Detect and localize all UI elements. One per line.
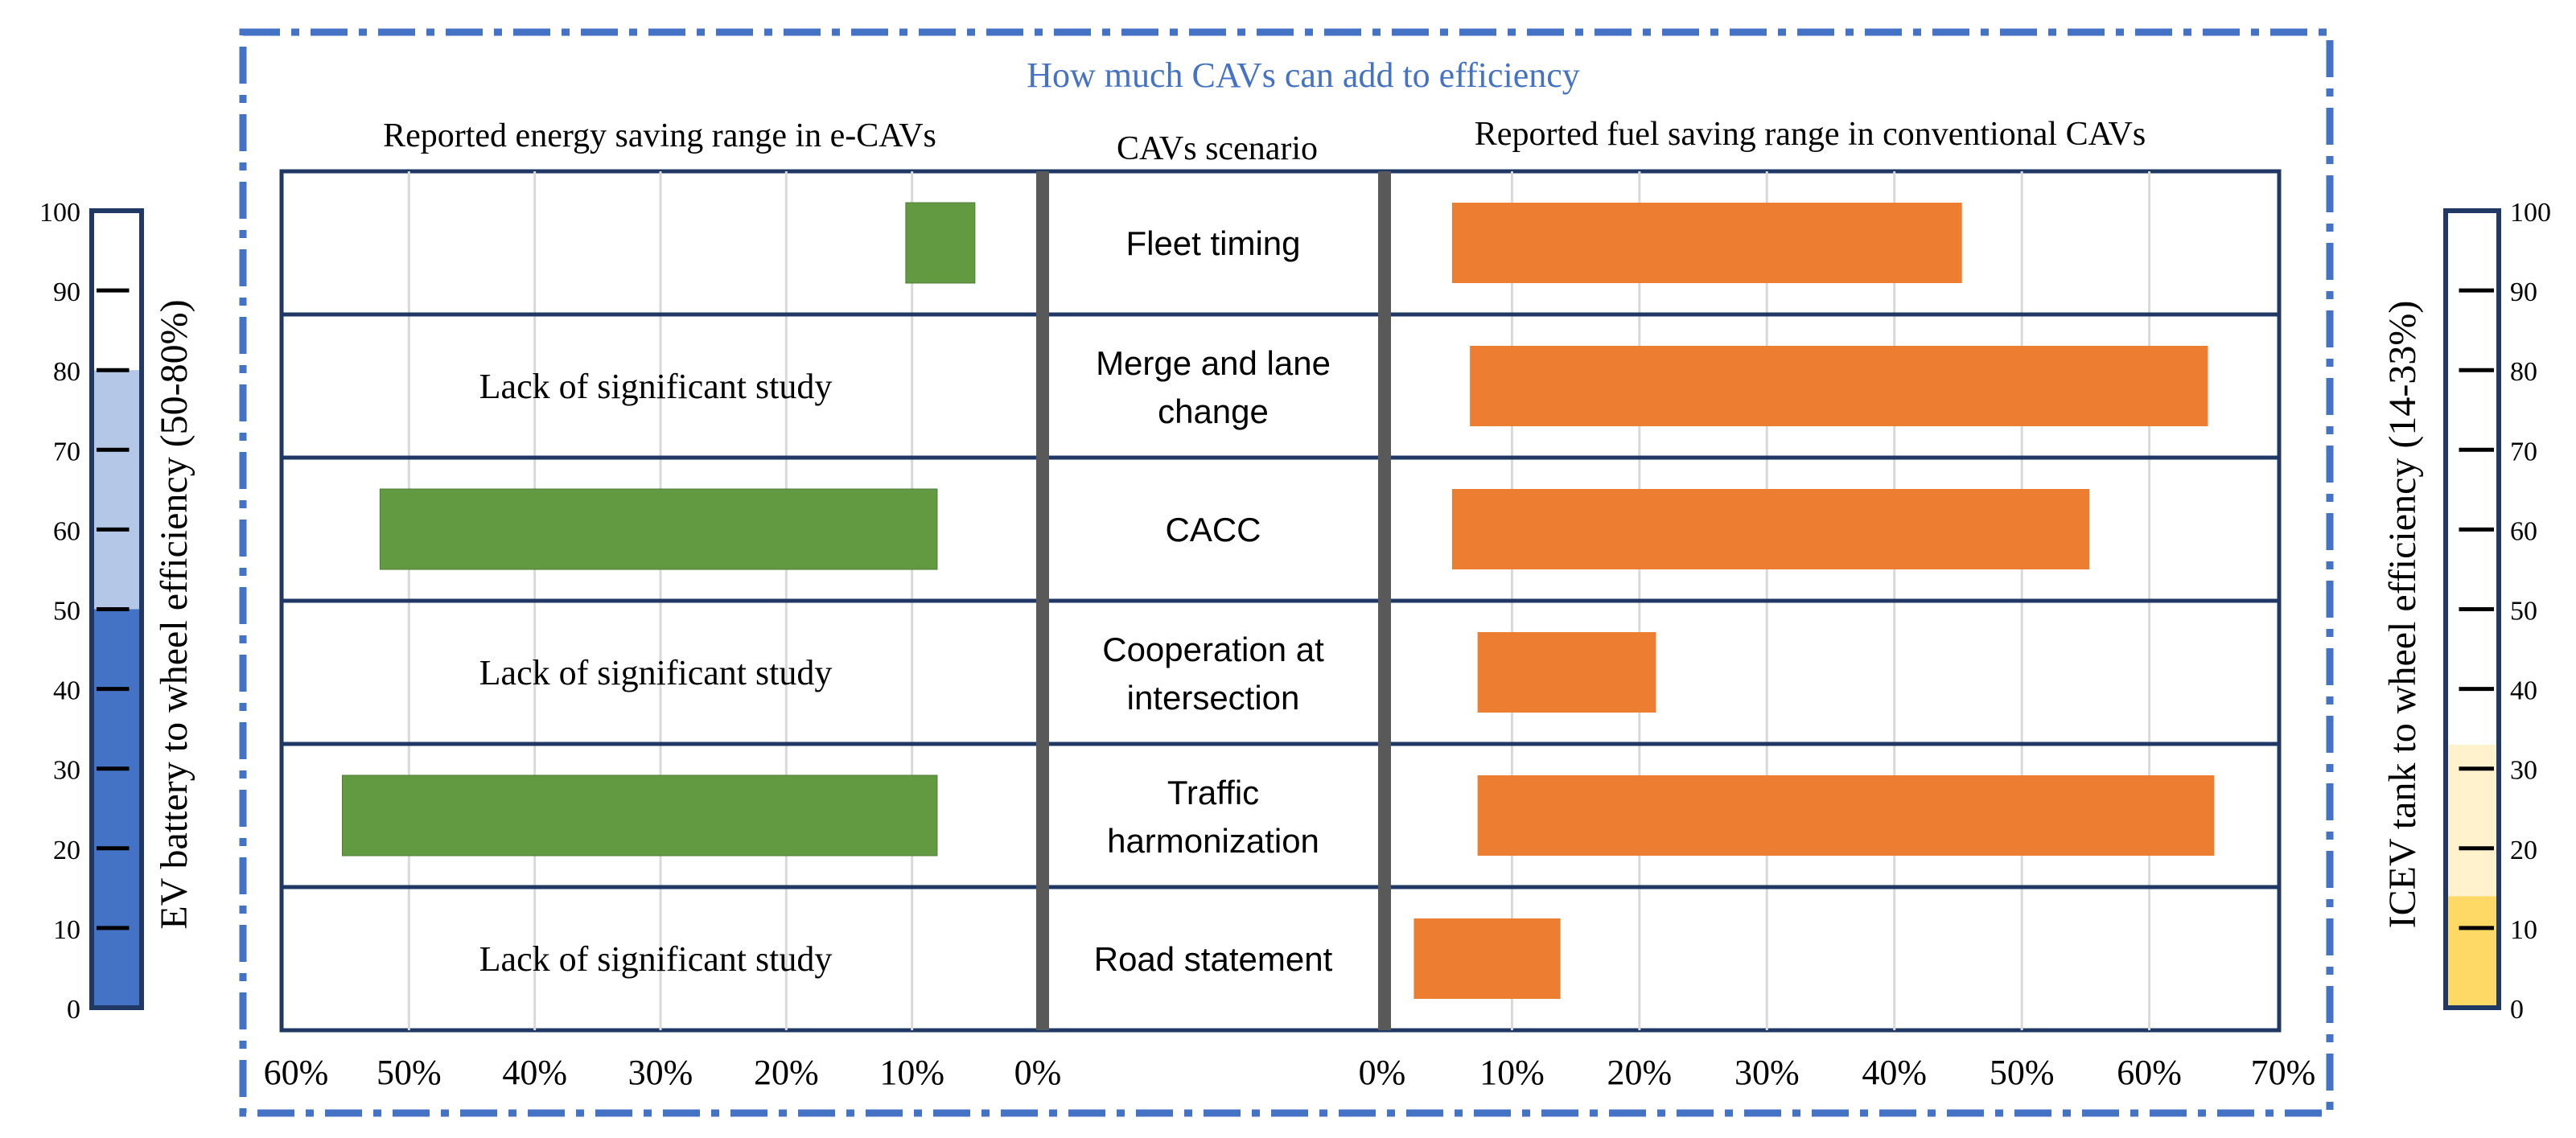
- icev-saving-bar: [1470, 346, 2208, 426]
- right-axis: 0% 10% 20% 30% 40% 50% 60% 70%: [1359, 1053, 2316, 1092]
- scenario-label: Merge and lane change: [1096, 344, 1331, 430]
- ev-note: Lack of significant study: [479, 367, 833, 406]
- right-panel-title: Reported fuel saving range in convention…: [1475, 116, 2146, 153]
- scenario-label: Road statement: [1094, 940, 1333, 978]
- icev-saving-bar: [1414, 918, 1561, 999]
- ev-gauge-tick-label: 0: [67, 995, 80, 1025]
- ev-gauge-tick-label: 20: [53, 836, 80, 865]
- left-axis-tick-label: 10%: [879, 1053, 944, 1092]
- left-axis-tick-label: 50%: [377, 1053, 442, 1092]
- left-axis-tick-label: 40%: [502, 1053, 567, 1092]
- right-axis-tick-label: 60%: [2117, 1053, 2182, 1092]
- ev-gauge-tick-label: 40: [53, 676, 80, 706]
- icev-gauge-tick-label: 100: [2510, 198, 2551, 228]
- ev-saving-bar: [341, 774, 938, 857]
- icev-gauge-label: ICEV tank to wheel efficiency (14-33%): [2381, 301, 2424, 929]
- icev-saving-bar: [1477, 632, 1656, 713]
- left-axis-tick-label: 0%: [1014, 1053, 1062, 1092]
- scenario-label: Traffic harmonization: [1107, 774, 1319, 860]
- right-axis-tick-label: 20%: [1607, 1053, 1673, 1092]
- ev-gauge-tick-label: 10: [53, 915, 80, 945]
- ev-efficiency-gauge: 0 10 20 30 40 50 60 70 80 90 100: [39, 198, 144, 1025]
- row-separators: [282, 312, 2279, 889]
- icev-gauge-tick-label: 90: [2510, 277, 2537, 307]
- dashed-border: [239, 28, 2334, 1117]
- ev-saving-bar: [905, 202, 976, 284]
- right-divider: [1378, 171, 1391, 1030]
- left-divider: [1036, 171, 1049, 1030]
- scenario-label: Cooperation at intersection: [1102, 631, 1324, 717]
- icev-gauge-tick-label: 0: [2510, 995, 2524, 1025]
- ev-note: Lack of significant study: [479, 939, 833, 979]
- center-title: CAVs scenario: [1117, 130, 1318, 167]
- ev-gauge-tick-label: 100: [39, 198, 80, 228]
- row-text-layer: Fleet timing Lack of significant study Mer…: [479, 224, 1333, 979]
- icev-gauge-tick-label: 70: [2510, 437, 2537, 466]
- right-axis-tick-label: 40%: [1862, 1053, 1927, 1092]
- icev-saving-bar: [1477, 775, 2215, 856]
- scenario-label: Fleet timing: [1125, 224, 1300, 262]
- right-axis-tick-label: 10%: [1479, 1053, 1545, 1092]
- ev-gauge-base-fill: [92, 609, 142, 1008]
- icev-gauge-tick-label: 10: [2510, 915, 2537, 945]
- right-axis-tick-label: 0%: [1359, 1053, 1406, 1092]
- left-axis-tick-label: 30%: [628, 1053, 693, 1092]
- icev-gauge-outline: [2443, 208, 2501, 1010]
- icev-efficiency-gauge: 0 10 20 30 40 50 60 70 80 90 100: [2443, 198, 2551, 1025]
- icev-gauge-tick-label: 50: [2510, 597, 2537, 627]
- icev-gauge-tick-label: 40: [2510, 676, 2537, 706]
- ev-note: Lack of significant study: [479, 653, 833, 692]
- ev-gauge-tick-label: 80: [53, 357, 80, 387]
- right-axis-tick-label: 50%: [1990, 1053, 2055, 1092]
- left-panel-title: Reported energy saving range in e-CAVs: [383, 117, 936, 154]
- bars-layer: [341, 202, 2215, 999]
- icev-gauge-tick-label: 80: [2510, 357, 2537, 387]
- ev-gauge-range-fill: [92, 370, 142, 610]
- icev-gauge-tick-label: 20: [2510, 836, 2537, 865]
- icev-gauge-base-fill: [2446, 896, 2499, 1008]
- ev-saving-bar: [379, 488, 938, 570]
- left-axis: 60% 50% 40% 30% 20% 10% 0%: [264, 1053, 1062, 1092]
- icev-saving-bar: [1451, 203, 1962, 283]
- ev-gauge-tick-label: 90: [53, 277, 80, 307]
- left-axis-tick-label: 20%: [754, 1053, 819, 1092]
- left-axis-tick-label: 60%: [264, 1053, 329, 1092]
- right-axis-tick-label: 70%: [2251, 1053, 2316, 1092]
- ev-gauge-tick-label: 70: [53, 437, 80, 466]
- icev-gauge-tick-label: 60: [2510, 516, 2537, 546]
- scenario-label: CACC: [1165, 511, 1261, 548]
- ev-gauge-tick-label: 30: [53, 756, 80, 786]
- ev-gauge-tick-label: 60: [53, 516, 80, 546]
- ev-gauge-outline: [89, 208, 144, 1010]
- ev-gauge-tick-label: 50: [53, 597, 80, 627]
- icev-saving-bar: [1451, 489, 2090, 569]
- right-axis-tick-label: 30%: [1734, 1053, 1800, 1092]
- icev-gauge-tick-label: 30: [2510, 756, 2537, 786]
- chart-title: How much CAVs can add to efficiency: [1027, 55, 1580, 95]
- ev-gauge-label: EV battery to wheel efficiency (50-80%): [153, 299, 195, 929]
